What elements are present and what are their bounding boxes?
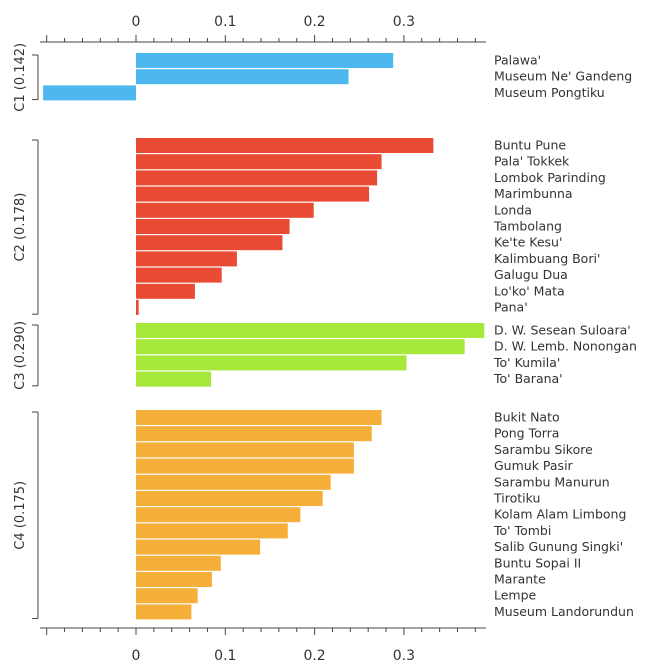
cluster-label: C1 (0.142): [13, 43, 28, 112]
bar-label: Buntu Pune: [494, 138, 566, 153]
bar-label: Museum Landorundun: [494, 604, 634, 619]
bar: [136, 267, 222, 283]
bar-label: Kolam Alam Limbong: [494, 507, 626, 522]
bar-label: D. W. Lemb. Nonongan: [494, 339, 637, 354]
bar-label: Pong Torra: [494, 426, 559, 441]
bottom-axis-tick-label: 0.2: [303, 648, 325, 660]
cluster-brackets: C1 (0.142) C2 (0.178) C3 (0.290) C4 (0.175): [13, 43, 39, 620]
bar: [136, 69, 349, 85]
top-axis-tick-label: 0.3: [393, 14, 415, 30]
bar: [136, 458, 354, 474]
bar-label: Londa: [494, 202, 532, 217]
bar: [136, 283, 195, 299]
bar-label: Buntu Sopai II: [494, 555, 581, 570]
top-axis-tick-label: 0: [132, 14, 141, 30]
bar: [136, 251, 237, 267]
bar: [136, 555, 221, 571]
bar: [136, 539, 261, 555]
bar: [136, 474, 331, 490]
bar: [136, 170, 378, 186]
bar: [136, 300, 139, 315]
bar-label: Museum Pongtiku: [494, 85, 605, 100]
bar: [136, 53, 394, 68]
bars: [43, 53, 485, 620]
cluster-label: C2 (0.178): [13, 193, 28, 262]
bar: [136, 355, 407, 371]
top-axis-tick-label: 0.2: [303, 14, 325, 30]
bar-label: To' Barana': [493, 371, 563, 386]
bar: [136, 604, 192, 620]
bar-label: Tirotiku: [493, 491, 540, 506]
bar-label: Ke'te Kesu': [494, 235, 562, 250]
bar-label: Gumuk Pasir: [494, 458, 574, 473]
bar: [136, 523, 288, 539]
bar-label: Pana': [494, 300, 528, 315]
bar: [136, 572, 212, 587]
bar-label: D. W. Sesean Suloara': [494, 323, 631, 338]
bar: [136, 442, 354, 458]
bar: [136, 426, 372, 442]
cluster-label: C4 (0.175): [13, 481, 28, 550]
bar-label: Lempe: [494, 588, 537, 603]
bar: [136, 202, 314, 218]
bar-label: Palawa': [494, 53, 541, 68]
cluster-label: C3 (0.290): [13, 321, 28, 390]
axes: 0 0.1 0.2 0.3 0 0.1 0.2 0.3: [40, 14, 486, 660]
bar-label: To' Kumila': [493, 355, 560, 370]
bar: [136, 154, 382, 170]
bar-label: Sarambu Manurun: [494, 474, 610, 489]
bar: [136, 323, 485, 338]
bar: [136, 507, 301, 523]
bar: [136, 186, 370, 202]
bar-label: To' Tombi: [493, 523, 551, 538]
bottom-axis-tick-label: 0: [132, 648, 141, 660]
bar-label: Tambolang: [493, 219, 562, 234]
bar-label: Museum Ne' Gandeng: [494, 69, 632, 84]
bar-label: Galugu Dua: [494, 267, 568, 282]
bottom-axis-tick-label: 0.1: [214, 648, 236, 660]
bar: [136, 371, 212, 387]
bar-label: Marimbunna: [494, 186, 573, 201]
bar-label: Lo'ko' Mata: [494, 283, 565, 298]
bar: [136, 588, 198, 604]
bar: [136, 219, 290, 234]
bar-label: Bukit Nato: [494, 410, 560, 425]
bar: [136, 138, 434, 153]
bottom-axis-tick-label: 0.3: [393, 648, 415, 660]
bar: [136, 339, 465, 355]
bar: [136, 491, 323, 506]
bar-label: Salib Gunung Singki': [494, 539, 623, 554]
bar: [136, 410, 382, 425]
bar: [43, 85, 136, 101]
bar-label: Lombok Parinding: [494, 170, 606, 185]
bar-label: Sarambu Sikore: [494, 442, 593, 457]
bar: [136, 235, 283, 251]
bar-label: Pala' Tokkek: [494, 154, 570, 169]
top-axis-tick-label: 0.1: [214, 14, 236, 30]
bar-label: Kalimbuang Bori': [494, 251, 600, 266]
bar-label: Marante: [494, 572, 546, 587]
